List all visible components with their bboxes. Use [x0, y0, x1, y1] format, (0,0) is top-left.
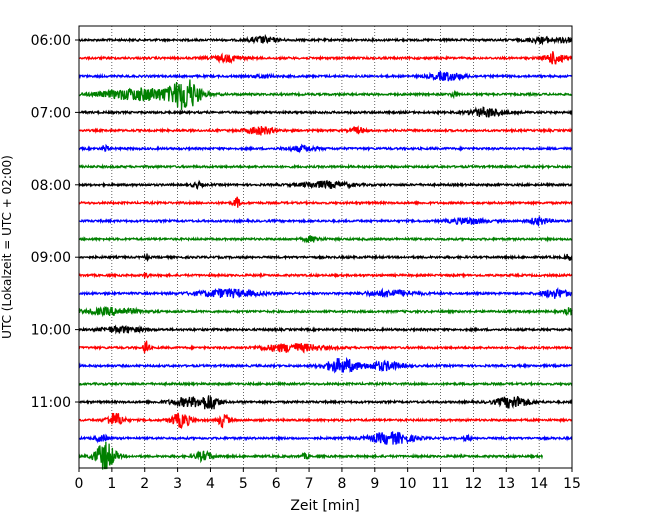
x-tick-label: 0 — [75, 476, 84, 492]
trace-0915 — [78, 271, 573, 279]
y-tick-label: 09:00 — [31, 250, 71, 266]
x-tick-label: 10 — [399, 476, 417, 492]
trace-1030 — [78, 356, 573, 374]
x-tick-label: 1 — [107, 476, 116, 492]
trace-0745 — [78, 163, 573, 171]
trace-1015 — [78, 340, 573, 354]
y-tick-label: 06:00 — [31, 33, 71, 49]
x-tick-label: 15 — [563, 476, 581, 492]
trace-0600 — [78, 33, 573, 46]
trace-1000 — [78, 324, 573, 335]
y-axis-label: UTC (Lokalzeit = UTC + 02:00) — [0, 155, 14, 339]
trace-1115 — [78, 412, 573, 430]
y-tick-label: 10:00 — [31, 323, 71, 339]
trace-0615 — [78, 51, 573, 65]
plot-frame — [78, 25, 573, 469]
seismogram-traces — [78, 33, 573, 470]
x-tick-label: 12 — [464, 476, 482, 492]
x-tick-label: 13 — [497, 476, 515, 492]
x-tick-label: 3 — [173, 476, 182, 492]
trace-0645 — [78, 79, 573, 110]
trace-0845 — [78, 235, 573, 244]
x-axis-label: Zeit [min] — [290, 498, 359, 514]
x-tick-label: 5 — [239, 476, 248, 492]
x-tick-label: 11 — [432, 476, 450, 492]
trace-0830 — [78, 216, 573, 228]
x-tick-label: 8 — [337, 476, 346, 492]
trace-1145 — [78, 441, 544, 470]
trace-1100 — [78, 395, 573, 410]
trace-0715 — [78, 125, 573, 136]
x-axis-ticks: 0 1 2 3 4 5 6 7 8 9 10 11 12 13 14 15 — [75, 468, 581, 492]
trace-0900 — [78, 252, 573, 263]
trace-1045 — [78, 380, 573, 388]
trace-0815 — [78, 196, 573, 208]
x-tick-label: 2 — [140, 476, 149, 492]
trace-0630 — [78, 69, 573, 82]
trace-0730 — [78, 143, 573, 154]
trace-0930 — [78, 286, 573, 299]
x-tick-label: 14 — [530, 476, 548, 492]
trace-0945 — [78, 305, 573, 318]
y-tick-label: 08:00 — [31, 178, 71, 194]
x-tick-label: 6 — [272, 476, 281, 492]
trace-0800 — [78, 179, 573, 190]
x-tick-label: 4 — [206, 476, 215, 492]
x-tick-label: 7 — [305, 476, 314, 492]
trace-1130 — [78, 431, 573, 445]
y-tick-label: 07:00 — [31, 105, 71, 121]
trace-0700 — [78, 106, 573, 118]
x-tick-label: 9 — [370, 476, 379, 492]
y-axis-ticks: 06:00 07:00 08:00 09:00 10:00 11:00 — [31, 33, 79, 411]
y-tick-label: 11:00 — [31, 395, 71, 411]
